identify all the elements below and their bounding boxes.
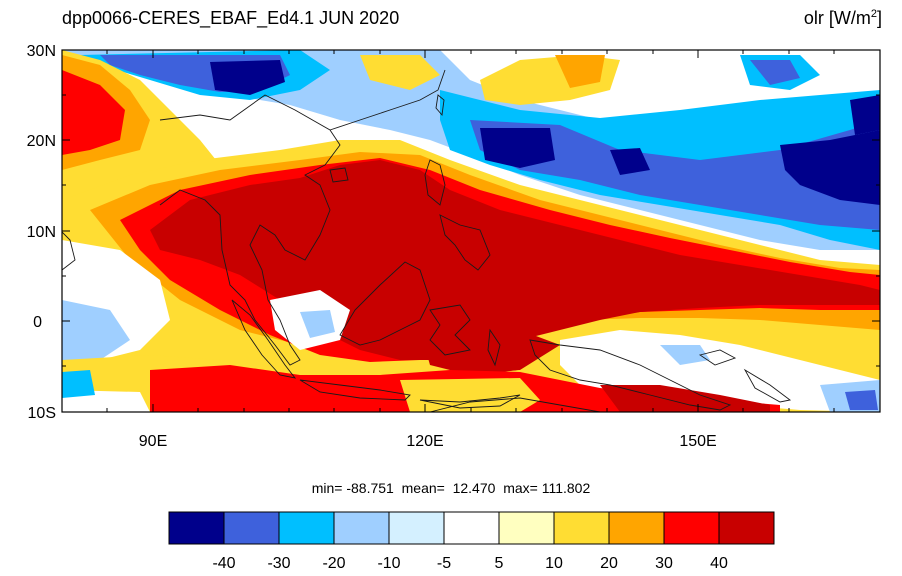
coastline-india-east — [62, 231, 76, 271]
lon-tick-label: 120E — [406, 433, 443, 450]
field-region — [600, 385, 770, 412]
colorbar-swatch — [443, 511, 500, 545]
field-region — [470, 120, 880, 230]
coastline-maluku — [487, 328, 501, 367]
coastline-sulawesi — [429, 304, 471, 356]
map-title: dpp0066-CERES_EBAF_Ed4.1 JUN 2020 — [62, 8, 400, 28]
field-region — [480, 128, 555, 168]
statistics-line: min= -88.751 mean= 12.470 max= 111.802 — [311, 480, 591, 496]
lon-tick-label: 150E — [679, 433, 716, 450]
colorbar-label: -20 — [322, 555, 345, 572]
coastline-taiwan — [435, 94, 445, 117]
field-region — [360, 55, 440, 90]
lat-tick-label: 0 — [33, 314, 42, 331]
field-region — [300, 310, 335, 338]
coastline-sumatra — [231, 299, 297, 379]
field-region — [660, 345, 710, 365]
coastline-new-britain — [698, 349, 737, 366]
lat-tick-label: 20N — [27, 133, 56, 150]
field-region — [62, 70, 125, 155]
colorbar-label: -5 — [437, 555, 451, 572]
field-region — [610, 148, 650, 175]
unit-exponent: 2 — [870, 8, 877, 20]
field-region — [62, 370, 95, 398]
colorbar: -40 -30 -20 -10 -5 5 10 20 30 40 — [168, 511, 775, 572]
coastline-australia-north — [429, 397, 601, 412]
tick-marks — [62, 49, 880, 413]
colorbar-label: 30 — [655, 555, 673, 572]
coastline-hainan — [329, 167, 349, 183]
colorbar-label: 20 — [600, 555, 618, 572]
lat-tick-label: 10N — [27, 224, 56, 241]
field-region — [210, 60, 285, 95]
colorbar-label: -10 — [377, 555, 400, 572]
unit-prefix: [W/m — [828, 8, 871, 28]
field-region — [555, 55, 605, 88]
colorbar-swatch — [553, 511, 610, 545]
coastline-new-guinea — [529, 339, 732, 411]
colorbar-swatch — [498, 511, 555, 545]
variable-name: olr — [803, 8, 824, 28]
colorbar-swatch — [333, 511, 390, 545]
field-region — [62, 300, 130, 360]
lat-tick-label: 10S — [28, 405, 56, 422]
variable-unit-label: olr [W/m2] — [804, 8, 882, 29]
olr-field — [62, 50, 880, 412]
unit-suffix: ] — [876, 8, 882, 28]
coastline-lesser-sunda — [419, 394, 521, 409]
colorbar-swatch — [663, 511, 720, 545]
colorbar-label: -30 — [267, 555, 290, 572]
coastline-borneo — [339, 261, 431, 346]
coastline-luzon — [424, 159, 446, 206]
coastline-solomon — [743, 368, 792, 403]
field-region — [845, 390, 878, 410]
field-region — [750, 60, 800, 85]
field-region — [780, 130, 880, 205]
coastlines — [62, 69, 792, 412]
coastline-china-south — [329, 69, 446, 131]
coastline-java — [299, 379, 411, 401]
colorbar-swatch — [168, 511, 225, 545]
colorbar-swatch — [608, 511, 665, 545]
colorbar-label: 5 — [495, 555, 504, 572]
colorbar-swatch — [223, 511, 280, 545]
colorbar-swatch — [278, 511, 335, 545]
colorbar-swatch — [718, 511, 775, 545]
coastline-philippines-south — [439, 214, 491, 271]
colorbar-label: 10 — [545, 555, 563, 572]
colorbar-label: 40 — [710, 555, 728, 572]
colorbar-swatch — [388, 511, 445, 545]
coastline-mainland-se-asia — [159, 94, 341, 366]
field-region — [420, 330, 560, 375]
lon-tick-label: 90E — [139, 433, 167, 450]
colorbar-label: -40 — [212, 555, 235, 572]
field-region — [850, 95, 880, 135]
lat-tick-label: 30N — [27, 43, 56, 60]
